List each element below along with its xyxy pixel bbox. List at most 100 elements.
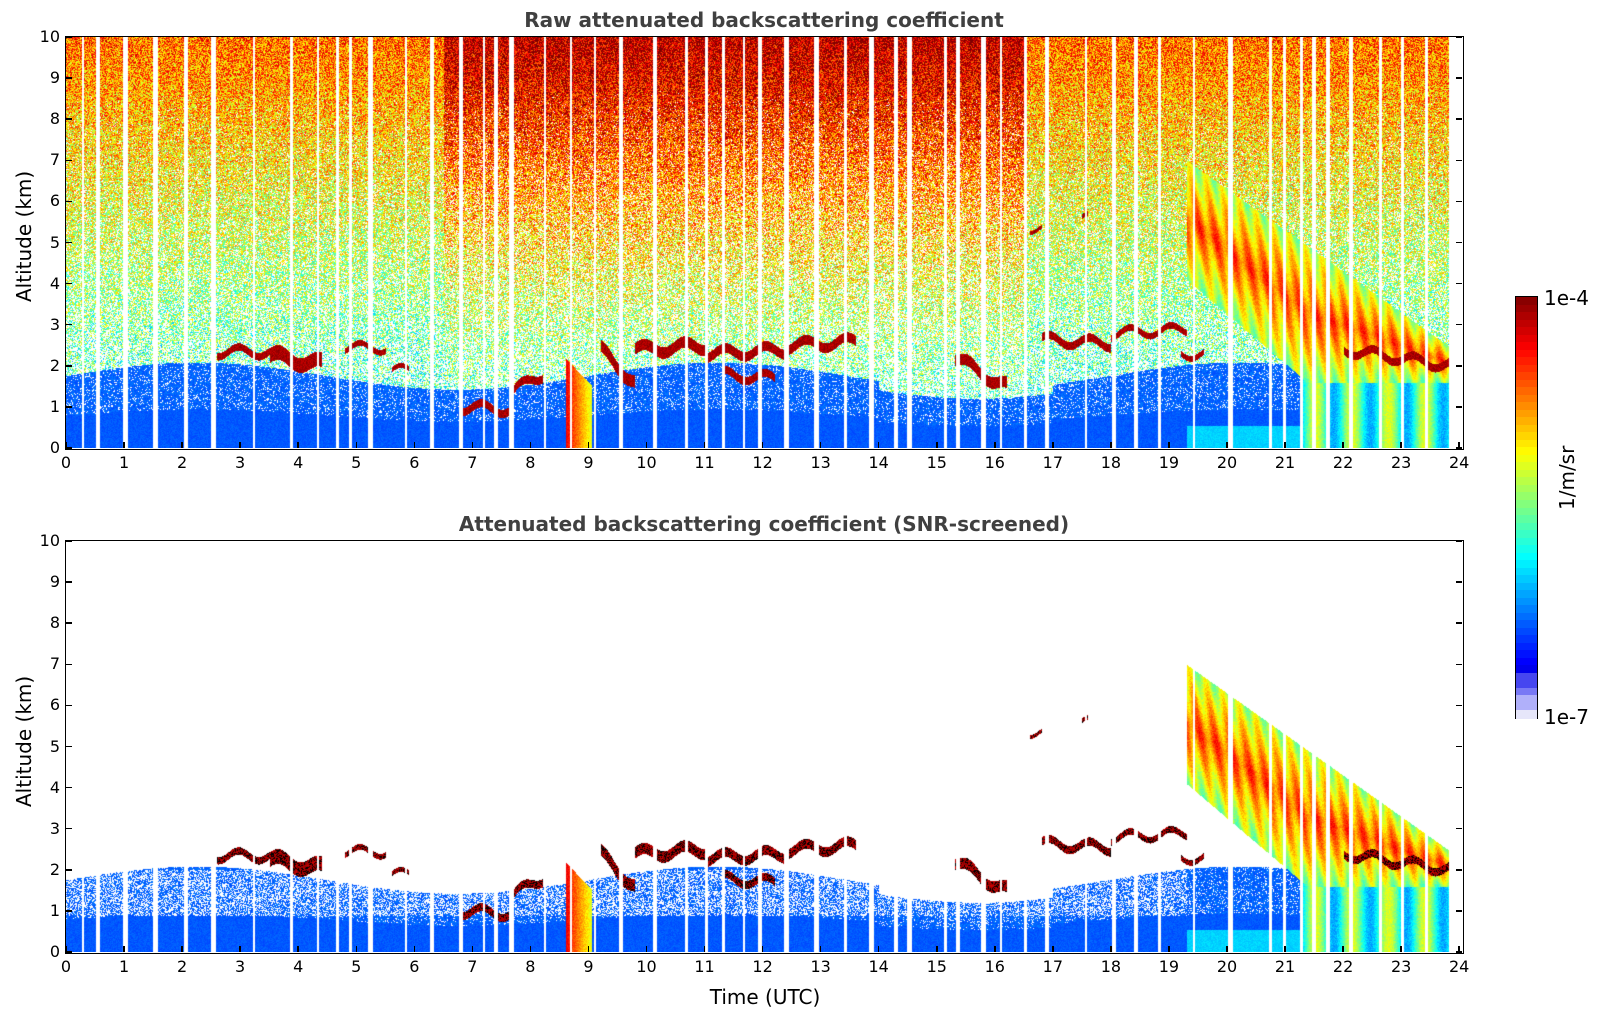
colorbar-segment [1516, 319, 1537, 329]
x-tick-label: 22 [1332, 453, 1354, 472]
x-tick-label: 19 [1158, 957, 1180, 976]
colorbar-segment [1516, 530, 1537, 539]
x-tick-label: 17 [1042, 957, 1064, 976]
top-y-axis-label: Altitude (km) [12, 170, 36, 302]
x-tick [1342, 442, 1344, 448]
y-tick-label: 8 [49, 109, 60, 129]
x-tick-label: 12 [752, 453, 773, 472]
x-tick-label: 4 [293, 453, 304, 472]
x-tick [1342, 946, 1344, 952]
y-tick [1456, 540, 1462, 542]
y-tick [66, 581, 72, 583]
x-tick [703, 946, 706, 952]
colorbar-segment [1516, 522, 1537, 532]
y-tick-label: 1 [49, 396, 60, 416]
colorbar-segment [1516, 545, 1537, 554]
x-tick [65, 442, 67, 448]
x-tick [529, 946, 532, 952]
y-tick [66, 118, 72, 120]
x-tick-label: 10 [636, 453, 657, 472]
y-tick-label: 10 [39, 27, 60, 46]
x-tick-label: 12 [752, 957, 773, 976]
colorbar-segment [1516, 484, 1537, 494]
x-tick [297, 442, 299, 448]
colorbar-segment [1516, 364, 1537, 374]
x-tick-label: 11 [694, 957, 715, 976]
x-tick [936, 442, 938, 448]
x-tick-label: 1 [118, 957, 130, 976]
colorbar-segment [1516, 635, 1537, 645]
x-tick [413, 946, 416, 952]
y-tick [66, 540, 72, 542]
colorbar-segment [1516, 402, 1537, 412]
colorbar-segment [1516, 567, 1537, 577]
x-tick [1110, 442, 1112, 448]
y-tick-label: 10 [39, 531, 60, 550]
colorbar-segment [1516, 447, 1537, 457]
y-tick-label: 5 [49, 736, 60, 756]
bottom-y-axis-label: Altitude (km) [12, 675, 36, 807]
x-tick [65, 946, 67, 952]
colorbar-segment [1516, 297, 1537, 306]
x-tick [587, 946, 590, 952]
y-tick-label: 6 [49, 191, 60, 211]
y-tick [66, 77, 72, 79]
y-tick [66, 869, 72, 871]
x-tick [239, 946, 241, 952]
colorbar-min-label: 1e-7 [1544, 705, 1589, 729]
y-tick [66, 36, 72, 38]
y-tick-label: 1 [49, 900, 60, 920]
y-tick-label: 6 [49, 695, 60, 715]
colorbar-segment [1516, 710, 1537, 720]
y-tick [1456, 118, 1462, 120]
y-tick [66, 827, 72, 830]
x-tick-label: 3 [235, 453, 246, 472]
x-tick-label: 0 [60, 957, 72, 976]
x-tick-label: 21 [1274, 453, 1296, 472]
y-tick [66, 786, 72, 789]
colorbar-segment [1516, 394, 1537, 404]
y-tick [1456, 869, 1462, 871]
x-tick-label: 8 [525, 453, 536, 472]
x-tick [703, 442, 706, 448]
x-tick [877, 946, 880, 952]
x-tick [1284, 946, 1286, 952]
y-tick-label: 4 [49, 273, 60, 293]
x-tick-label: 23 [1390, 453, 1412, 472]
y-tick [66, 159, 72, 162]
colorbar-segment [1516, 439, 1537, 449]
top-plot-title: Raw attenuated backscattering coefficien… [524, 8, 1004, 32]
colorbar-segment [1516, 312, 1537, 321]
x-tick-label: 5 [351, 453, 362, 472]
colorbar-segment [1516, 627, 1537, 637]
y-tick [1456, 200, 1462, 203]
x-tick [761, 442, 764, 448]
x-tick [181, 946, 183, 952]
y-tick [1456, 447, 1462, 449]
x-tick-label: 15 [926, 453, 947, 472]
x-tick-label: 9 [583, 453, 594, 472]
x-tick-label: 6 [409, 453, 420, 472]
colorbar-segment [1516, 515, 1537, 524]
x-tick [1458, 442, 1460, 448]
y-tick-label: 7 [49, 150, 60, 170]
x-tick [1052, 946, 1054, 952]
y-tick [1456, 282, 1462, 285]
colorbar-segment [1516, 605, 1537, 614]
x-tick-label: 15 [926, 957, 947, 976]
bottom-heatmap [66, 541, 1462, 952]
x-tick-label: 16 [984, 453, 1005, 472]
y-tick-label: 2 [49, 355, 60, 375]
colorbar-segment [1516, 680, 1537, 690]
y-tick [66, 745, 72, 748]
x-tick [1226, 946, 1228, 952]
y-tick [1456, 406, 1462, 408]
y-tick [66, 323, 72, 326]
colorbar-segment [1516, 304, 1537, 314]
x-tick-label: 5 [351, 957, 362, 976]
colorbar-segment [1516, 417, 1537, 427]
x-tick [297, 946, 299, 952]
x-tick-label: 19 [1158, 453, 1180, 472]
x-tick-label: 7 [467, 453, 478, 472]
x-tick [1168, 946, 1170, 952]
